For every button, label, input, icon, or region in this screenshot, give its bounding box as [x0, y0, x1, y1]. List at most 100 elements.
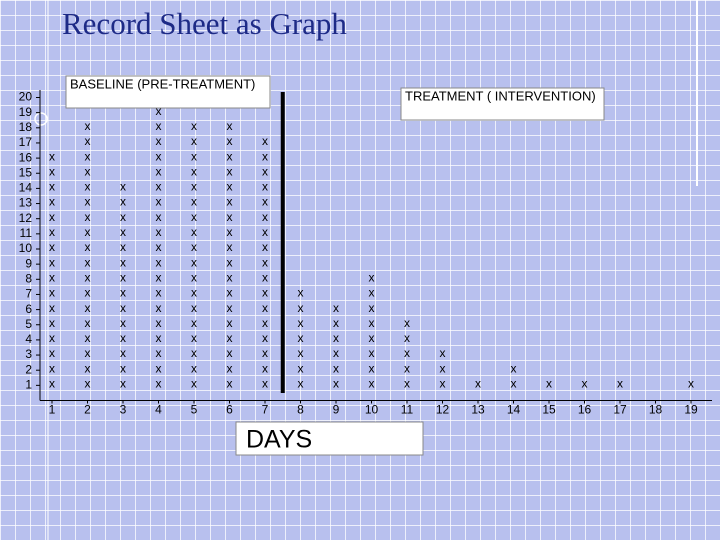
tally-mark: x: [191, 164, 197, 178]
tally-mark: x: [120, 180, 126, 194]
tally-mark: x: [49, 361, 55, 375]
x-tick-label: 6: [226, 403, 233, 417]
tally-mark: x: [120, 195, 126, 209]
tally-mark: x: [156, 134, 162, 148]
slide-title: Record Sheet as Graph: [62, 6, 347, 41]
y-tick-label: 17: [19, 135, 33, 149]
tally-mark: x: [369, 301, 375, 315]
y-tick-label: 8: [25, 271, 32, 285]
tally-mark: x: [49, 286, 55, 300]
y-tick-label: 16: [19, 150, 33, 164]
tally-mark: x: [227, 301, 233, 315]
tally-mark: x: [191, 149, 197, 163]
tally-mark: x: [191, 210, 197, 224]
y-tick-label: 11: [20, 226, 33, 240]
tally-mark: x: [120, 331, 126, 345]
tally-mark: x: [262, 316, 268, 330]
tally-mark: x: [49, 316, 55, 330]
tally-mark: x: [298, 346, 304, 360]
tally-mark: x: [404, 361, 410, 375]
tally-mark: x: [262, 361, 268, 375]
tally-mark: x: [333, 346, 339, 360]
tally-mark: x: [191, 119, 197, 133]
tally-mark: x: [120, 210, 126, 224]
x-tick-label: 3: [120, 403, 127, 417]
tally-mark: x: [156, 240, 162, 254]
tally-mark: x: [191, 286, 197, 300]
tally-mark: x: [85, 210, 91, 224]
x-tick-label: 12: [436, 403, 450, 417]
tally-mark: x: [191, 346, 197, 360]
x-tick-label: 5: [191, 403, 198, 417]
tally-mark: x: [227, 195, 233, 209]
tally-mark: x: [156, 331, 162, 345]
y-tick-label: 13: [19, 196, 33, 210]
tally-mark: x: [298, 301, 304, 315]
tally-mark: x: [298, 377, 304, 391]
tally-mark: x: [227, 270, 233, 284]
tally-mark: x: [156, 346, 162, 360]
tally-mark: x: [333, 331, 339, 345]
tally-mark: x: [156, 164, 162, 178]
tally-mark: x: [262, 180, 268, 194]
tally-mark: x: [440, 361, 446, 375]
tally-mark: x: [49, 180, 55, 194]
tally-mark: x: [156, 316, 162, 330]
tally-mark: x: [227, 119, 233, 133]
tally-mark: x: [262, 164, 268, 178]
tally-mark: x: [262, 377, 268, 391]
tally-column: x: [617, 377, 623, 391]
y-tick-label: 14: [19, 181, 33, 195]
tally-mark: x: [262, 195, 268, 209]
tally-mark: x: [85, 301, 91, 315]
tally-mark: x: [191, 316, 197, 330]
tally-mark: x: [333, 361, 339, 375]
tally-mark: x: [582, 377, 588, 391]
tally-mark: x: [191, 301, 197, 315]
tally-mark: x: [156, 104, 162, 118]
tally-mark: x: [369, 346, 375, 360]
tally-column: xxx: [440, 346, 446, 390]
tally-mark: x: [546, 377, 552, 391]
tally-mark: x: [227, 225, 233, 239]
tally-mark: x: [156, 210, 162, 224]
tally-column: x: [582, 377, 588, 391]
tally-mark: x: [85, 270, 91, 284]
tally-mark: x: [404, 316, 410, 330]
tally-mark: x: [120, 361, 126, 375]
tally-mark: x: [156, 255, 162, 269]
phase-label: TREATMENT ( INTERVENTION): [405, 88, 596, 103]
tally-mark: x: [227, 255, 233, 269]
x-tick-label: 7: [262, 403, 269, 417]
x-tick-label: 1: [49, 403, 56, 417]
x-tick-label: 18: [649, 403, 663, 417]
tally-mark: x: [227, 361, 233, 375]
tally-mark: x: [120, 240, 126, 254]
tally-mark: x: [262, 240, 268, 254]
tally-mark: x: [85, 255, 91, 269]
tally-mark: x: [191, 331, 197, 345]
tally-mark: x: [191, 225, 197, 239]
tally-mark: x: [227, 377, 233, 391]
tally-mark: x: [156, 195, 162, 209]
tally-mark: x: [298, 286, 304, 300]
tally-mark: x: [85, 331, 91, 345]
y-tick-label: 1: [25, 378, 32, 392]
tally-mark: x: [262, 270, 268, 284]
tally-mark: x: [369, 361, 375, 375]
x-tick-label: 16: [578, 403, 592, 417]
x-tick-label: 9: [333, 403, 340, 417]
tally-mark: x: [369, 377, 375, 391]
x-tick-label: 10: [365, 403, 379, 417]
tally-mark: x: [85, 119, 91, 133]
y-tick-label: 7: [25, 287, 32, 301]
tally-mark: x: [120, 377, 126, 391]
tally-mark: x: [227, 346, 233, 360]
